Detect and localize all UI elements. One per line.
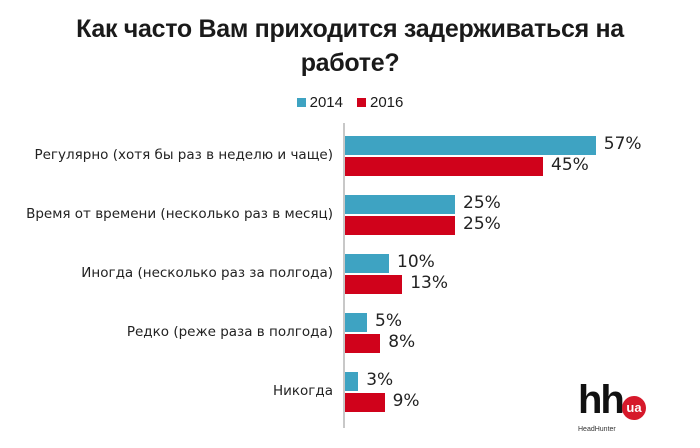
legend-swatch-2016-icon — [357, 98, 366, 107]
bar-2016 — [345, 216, 455, 235]
value-label-2014: 25% — [463, 193, 501, 213]
chart-title-line1: Как часто Вам приходится задерживаться н… — [76, 15, 624, 43]
logo-badge: ua — [622, 396, 646, 420]
legend-label-2014: 2014 — [309, 94, 343, 111]
value-label-2014: 10% — [397, 252, 435, 272]
legend: 2014 2016 — [0, 94, 700, 111]
legend-item-2016: 2016 — [357, 94, 403, 111]
bar-2016 — [345, 334, 381, 353]
logo-mark: hh — [578, 378, 625, 422]
category-axis-line — [343, 123, 345, 428]
category-label: Время от времени (несколько раз в месяц) — [26, 206, 333, 222]
bar-2016 — [345, 275, 403, 294]
logo-name: HeadHunter — [578, 426, 616, 433]
legend-item-2014: 2014 — [296, 94, 343, 111]
bar-2014 — [345, 254, 389, 273]
value-label-2014: 5% — [375, 311, 402, 331]
headhunter-logo: hh ua HeadHunter — [578, 378, 668, 438]
category-label: Регулярно (хотя бы раз в неделю и чаще) — [34, 147, 333, 163]
category-label: Иногда (несколько раз за полгода) — [81, 265, 333, 281]
bar-2014 — [345, 136, 596, 155]
bar-2014 — [345, 313, 367, 332]
value-label-2014: 57% — [603, 134, 642, 154]
category-label: Редко (реже раза в полгода) — [126, 324, 333, 340]
bar-2016 — [345, 393, 385, 412]
value-label-2016: 9% — [392, 391, 420, 411]
value-label-2016: 45% — [551, 155, 589, 175]
bar-2014 — [345, 372, 359, 391]
value-label-2016: 25% — [463, 214, 501, 234]
bar-2014 — [345, 195, 455, 214]
value-label-2016: 13% — [410, 273, 448, 293]
value-label-2016: 8% — [388, 332, 416, 352]
legend-label-2016: 2016 — [370, 94, 404, 111]
category-label: Никогда — [272, 383, 333, 399]
legend-swatch-2014-icon — [296, 98, 306, 107]
chart-title-line2: работе? — [300, 49, 400, 77]
value-label-2014: 3% — [366, 370, 394, 390]
bar-2016 — [345, 157, 543, 176]
